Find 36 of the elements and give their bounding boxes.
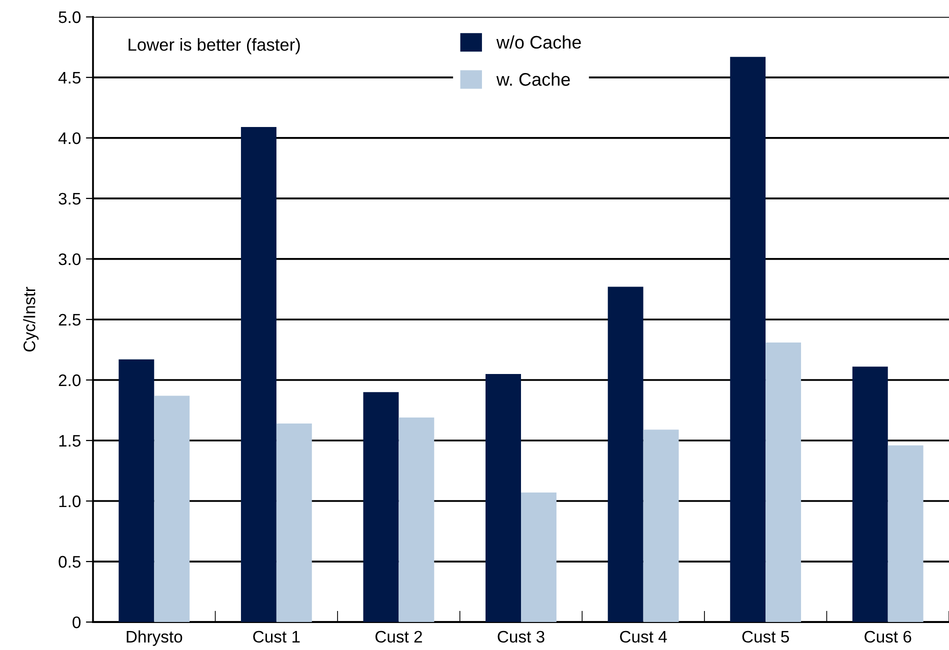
x-tick-label: Dhrysto: [126, 630, 182, 646]
x-tick-label: Cust 2: [375, 630, 422, 643]
y-tick-label: 1.0: [59, 495, 81, 508]
bar: [643, 430, 679, 622]
bar: [521, 492, 556, 622]
bar: [240, 127, 276, 622]
x-tick-label: Cust 1: [253, 630, 300, 643]
x-tick-label: Cust 4: [620, 630, 667, 643]
x-tick-label: Cust 6: [864, 630, 912, 643]
bar: [118, 359, 154, 622]
bar: [608, 286, 644, 622]
y-tick-label: 5.0: [58, 11, 81, 24]
bar: [154, 396, 190, 622]
x-tick-label: Cust 5: [742, 630, 789, 643]
y-tick-label: 2.0: [58, 374, 81, 386]
bar: [363, 392, 399, 622]
bar: [730, 56, 766, 622]
legend-label: w. Cache: [496, 72, 570, 86]
y-tick-label: 1.5: [59, 435, 80, 447]
y-axis-title: Cyc/Instr: [23, 286, 39, 352]
y-tick-label: 3.5: [58, 192, 80, 205]
legend-label: w/o Cache: [496, 35, 581, 49]
y-tick-label: 3.0: [58, 253, 81, 266]
y-tick-label: 4.5: [58, 72, 80, 84]
bar: [852, 366, 888, 622]
y-tick-label: 0.5: [58, 556, 80, 568]
x-tick-label: Cust 3: [498, 630, 544, 643]
annotation: Lower is better (faster): [128, 38, 300, 54]
bar: [398, 418, 434, 622]
bar: [486, 374, 521, 622]
y-tick-label: 0: [72, 616, 81, 628]
bar: [766, 342, 802, 622]
y-tick-label: 4.0: [58, 132, 81, 144]
bar: [276, 424, 312, 622]
bar: [888, 445, 924, 622]
y-tick-label: 2.5: [58, 314, 80, 326]
